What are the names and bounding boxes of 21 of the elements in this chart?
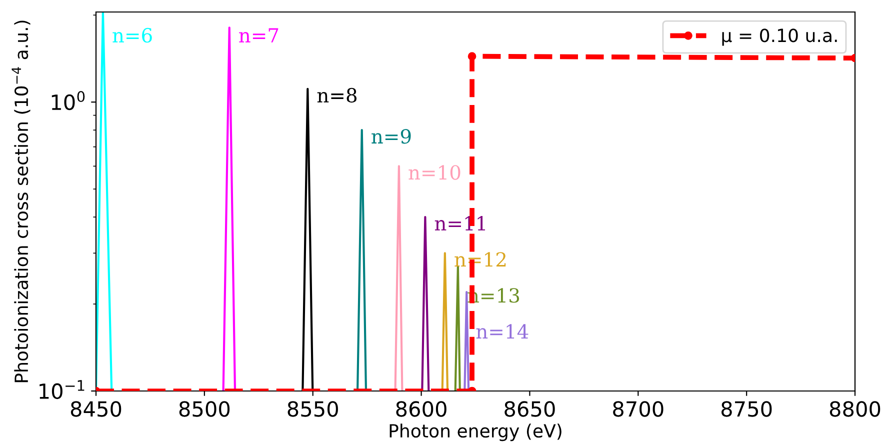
annotation: n=6 (112, 28, 152, 43)
annotation: n=11 (434, 216, 485, 230)
x-tick-label: 8600 (396, 401, 446, 417)
annotation: n=7 (239, 28, 278, 42)
x-tick-label: 8550 (288, 401, 338, 417)
annotation: n=12 (454, 252, 506, 267)
x-tick-label: 8500 (179, 401, 230, 417)
annotation: n=9 (372, 129, 411, 144)
x-tick-label: 8450 (70, 401, 122, 417)
y-tick-label: 10$^{0}$ (52, 91, 85, 110)
x-tick-label: 8800 (830, 401, 880, 417)
y-tick-label: 10$^{−1}$ (40, 380, 84, 400)
x-tick-label: 8700 (613, 401, 664, 417)
legend-label: μ = 0.10 u.a. (722, 28, 837, 46)
annotation: n=10 (408, 165, 460, 180)
annotation: n=8 (317, 88, 357, 103)
annotation: n=14 (476, 324, 528, 339)
x-tick-label: 8750 (721, 401, 772, 417)
y-axis-title: Photoionization cross section (10$^{−4}$ a.u.) (12, 20, 30, 382)
x-tick-label: 8650 (504, 401, 555, 417)
x-axis-title: Photon energy (eV) (390, 424, 562, 442)
